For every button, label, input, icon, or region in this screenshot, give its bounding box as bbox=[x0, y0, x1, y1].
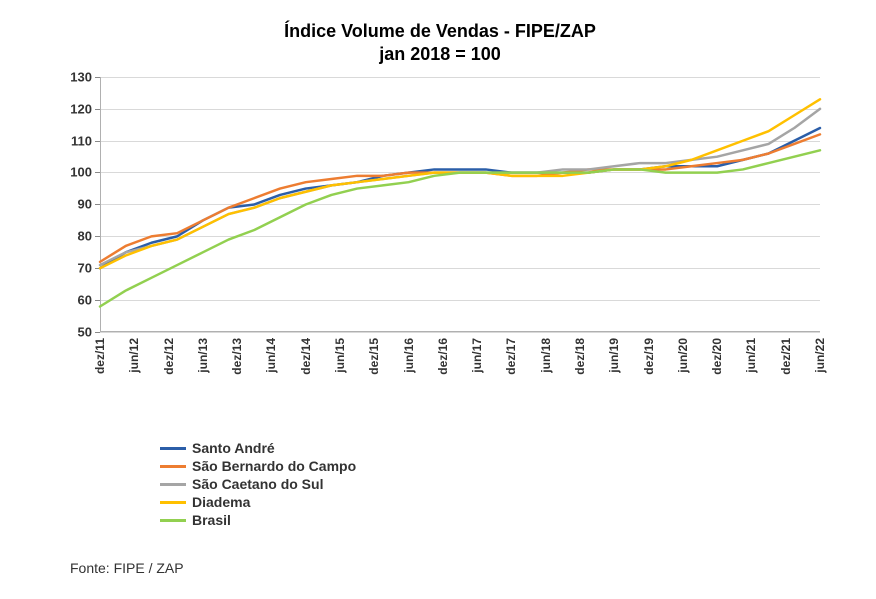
y-axis-tick-label: 110 bbox=[71, 133, 92, 148]
x-axis-tick-label: jun/17 bbox=[470, 338, 484, 373]
y-axis-tick-label: 80 bbox=[78, 229, 92, 244]
x-axis-tick-label: jun/16 bbox=[402, 338, 416, 373]
x-axis-tick-label: dez/17 bbox=[504, 338, 518, 375]
x-axis-tick-label: dez/12 bbox=[162, 338, 176, 375]
y-axis-tick-label: 130 bbox=[70, 69, 92, 84]
y-axis-tick-label: 100 bbox=[70, 165, 92, 180]
x-axis-tick-label: jun/22 bbox=[813, 338, 827, 373]
x-axis-tick-label: dez/15 bbox=[367, 338, 381, 375]
legend-swatch bbox=[160, 483, 186, 486]
series-line bbox=[100, 150, 820, 306]
legend-item: Santo André bbox=[160, 440, 490, 456]
legend-swatch bbox=[160, 501, 186, 504]
legend-swatch bbox=[160, 465, 186, 468]
source-label: Fonte: FIPE / ZAP bbox=[70, 560, 184, 576]
x-axis-tick-label: dez/19 bbox=[642, 338, 656, 375]
x-axis-tick-label: jun/15 bbox=[333, 338, 347, 373]
legend-label: Diadema bbox=[192, 494, 250, 510]
x-axis-tick-label: jun/18 bbox=[539, 338, 553, 373]
x-axis-tick-label: dez/11 bbox=[93, 338, 107, 374]
legend-label: Brasil bbox=[192, 512, 231, 528]
legend-item: Diadema bbox=[160, 494, 470, 510]
legend-swatch bbox=[160, 447, 186, 450]
x-axis-tick-label: jun/20 bbox=[676, 338, 690, 373]
x-axis-tick-label: jun/19 bbox=[607, 338, 621, 373]
legend-label: São Bernardo do Campo bbox=[192, 458, 356, 474]
chart-container: Índice Volume de Vendas - FIPE/ZAP jan 2… bbox=[60, 20, 820, 460]
x-axis-tick-label: dez/21 bbox=[779, 338, 793, 375]
x-axis-tick-label: dez/16 bbox=[436, 338, 450, 375]
x-axis-tick-label: dez/14 bbox=[299, 338, 313, 375]
legend-item: Brasil bbox=[160, 512, 490, 528]
y-axis-tick-label: 120 bbox=[70, 101, 92, 116]
legend: Santo André São Bernardo do Campo São Caet… bbox=[160, 440, 800, 530]
x-axis-tick-label: jun/12 bbox=[127, 338, 141, 373]
chart-title-line1: Índice Volume de Vendas - FIPE/ZAP bbox=[60, 20, 820, 43]
y-axis-tick-label: 90 bbox=[78, 197, 92, 212]
legend-item: São Caetano do Sul bbox=[160, 476, 490, 492]
legend-swatch bbox=[160, 519, 186, 522]
x-axis-tick-label: jun/13 bbox=[196, 338, 210, 373]
y-axis-tick bbox=[95, 332, 100, 333]
y-axis-tick-label: 50 bbox=[78, 324, 92, 339]
y-axis-tick-label: 70 bbox=[78, 261, 92, 276]
x-axis-tick-label: dez/13 bbox=[230, 338, 244, 375]
legend-label: São Caetano do Sul bbox=[192, 476, 323, 492]
chart-title-line2: jan 2018 = 100 bbox=[60, 43, 820, 66]
chart-title: Índice Volume de Vendas - FIPE/ZAP jan 2… bbox=[60, 20, 820, 67]
x-axis-tick-label: dez/18 bbox=[573, 338, 587, 375]
series-line bbox=[100, 109, 820, 265]
legend-label: Santo André bbox=[192, 440, 275, 456]
legend-item: São Bernardo do Campo bbox=[160, 458, 470, 474]
x-axis-tick-label: jun/14 bbox=[264, 338, 278, 373]
gridline bbox=[100, 332, 820, 333]
y-axis-tick-label: 60 bbox=[78, 292, 92, 307]
series-lines bbox=[100, 77, 820, 332]
x-axis-tick-label: jun/21 bbox=[744, 338, 758, 373]
x-axis-tick-label: dez/20 bbox=[710, 338, 724, 375]
series-line bbox=[100, 99, 820, 268]
plot-area: 5060708090100110120130dez/11jun/12dez/12… bbox=[100, 77, 820, 332]
series-line bbox=[100, 128, 820, 268]
